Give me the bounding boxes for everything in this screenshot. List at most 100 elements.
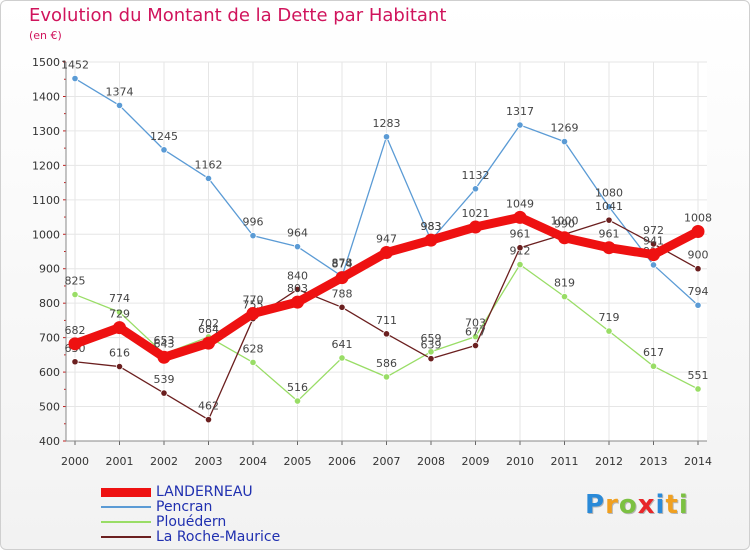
- data-label: 617: [643, 346, 664, 359]
- data-label: 941: [643, 235, 664, 248]
- data-point: [649, 362, 658, 370]
- data-point: [605, 216, 613, 224]
- data-point: [293, 243, 302, 251]
- data-point: [71, 290, 79, 299]
- logo-letter: i: [655, 490, 666, 520]
- data-label: 1000: [551, 214, 579, 227]
- data-point: [516, 121, 524, 129]
- y-tick-label: 1200: [32, 159, 60, 172]
- data-label: 616: [109, 347, 130, 360]
- data-label: 1452: [61, 59, 89, 72]
- x-tick-label: 2012: [595, 455, 623, 468]
- legend-swatch: [101, 536, 151, 538]
- data-point: [560, 137, 569, 146]
- data-label: 659: [421, 332, 442, 345]
- data-point: [338, 303, 346, 311]
- data-point: [160, 146, 168, 154]
- data-point: [293, 285, 302, 293]
- data-label: 803: [287, 282, 308, 295]
- logo-letter: r: [605, 490, 619, 520]
- data-point: [424, 233, 438, 247]
- data-point: [115, 362, 124, 371]
- data-label: 1008: [684, 212, 712, 225]
- data-label: 711: [376, 314, 397, 327]
- y-tick-label: 700: [39, 332, 60, 345]
- data-point: [202, 336, 215, 350]
- data-point: [160, 389, 168, 397]
- data-label: 788: [332, 287, 353, 300]
- x-tick-label: 2001: [106, 455, 134, 468]
- legend-item-plou-dern: Plouédern: [101, 515, 361, 530]
- data-point: [382, 330, 391, 338]
- legend-item-pencran: Pencran: [101, 500, 361, 515]
- logo-letter: o: [618, 490, 638, 520]
- x-tick-label: 2008: [417, 455, 445, 468]
- data-label: 702: [198, 317, 219, 330]
- series-la-roche-maurice: 6306165394627558407887116396779611000104…: [65, 200, 709, 424]
- data-label: 1080: [595, 187, 623, 200]
- data-label: 1317: [506, 105, 534, 118]
- data-point: [516, 244, 524, 252]
- data-point: [249, 232, 257, 240]
- series-landerneau: 682 729 643 684 770 803 874 947 983 1021 1049 990 96…: [65, 197, 712, 364]
- logo-letter: i: [678, 490, 689, 520]
- data-point: [380, 246, 393, 260]
- data-point: [694, 265, 702, 273]
- data-point: [427, 348, 435, 356]
- data-label: 639: [421, 339, 442, 352]
- data-point: [471, 185, 480, 193]
- y-tick-label: 900: [39, 263, 60, 276]
- data-label: 1374: [106, 85, 134, 98]
- data-label: 900: [688, 249, 709, 262]
- data-label: 516: [287, 381, 308, 394]
- data-label: 996: [243, 216, 264, 229]
- data-label: 878: [332, 256, 353, 269]
- data-label: 703: [465, 317, 486, 330]
- x-tick-label: 2000: [61, 455, 89, 468]
- data-label: 729: [109, 308, 130, 321]
- y-tick-label: 1500: [32, 56, 60, 69]
- data-label: 1245: [150, 130, 178, 143]
- data-point: [560, 293, 569, 301]
- y-tick-label: 1300: [32, 125, 60, 138]
- data-point: [338, 354, 346, 362]
- data-label: 1162: [195, 158, 223, 171]
- data-point: [382, 373, 391, 381]
- x-tick-label: 2010: [506, 455, 534, 468]
- data-point: [649, 240, 658, 248]
- data-point: [382, 133, 391, 141]
- data-label: 964: [287, 227, 308, 240]
- data-label: 874: [332, 258, 353, 271]
- data-point: [335, 271, 349, 285]
- data-point: [113, 321, 126, 335]
- legend-label: LANDERNEAU: [156, 484, 253, 500]
- chart-title: Evolution du Montant de la Dette par Hab…: [29, 5, 447, 26]
- data-label: 983: [421, 220, 442, 233]
- y-tick-label: 500: [39, 401, 60, 414]
- data-point: [513, 210, 527, 224]
- proxiti-logo: Proxiti: [585, 490, 689, 520]
- data-label: 770: [243, 294, 264, 307]
- data-point: [157, 350, 171, 364]
- data-point: [291, 295, 304, 309]
- data-label: 983: [421, 220, 442, 233]
- legend-swatch: [101, 521, 151, 523]
- data-label: 825: [65, 275, 86, 288]
- data-label: 1021: [462, 207, 490, 220]
- x-tick-label: 2006: [328, 455, 356, 468]
- data-point: [605, 327, 613, 335]
- data-label: 1269: [551, 122, 579, 135]
- data-label: 794: [688, 285, 709, 298]
- data-point: [115, 308, 124, 316]
- data-point: [71, 358, 79, 366]
- data-label: 1049: [506, 197, 534, 210]
- y-tick-label: 800: [39, 297, 60, 310]
- y-tick-label: 1100: [32, 194, 60, 207]
- x-tick-label: 2013: [640, 455, 668, 468]
- data-label: 628: [243, 342, 264, 355]
- series-plou-dern: 8257746537026285166415866597039128197196…: [65, 245, 709, 405]
- data-point: [649, 261, 658, 269]
- data-point: [249, 358, 257, 367]
